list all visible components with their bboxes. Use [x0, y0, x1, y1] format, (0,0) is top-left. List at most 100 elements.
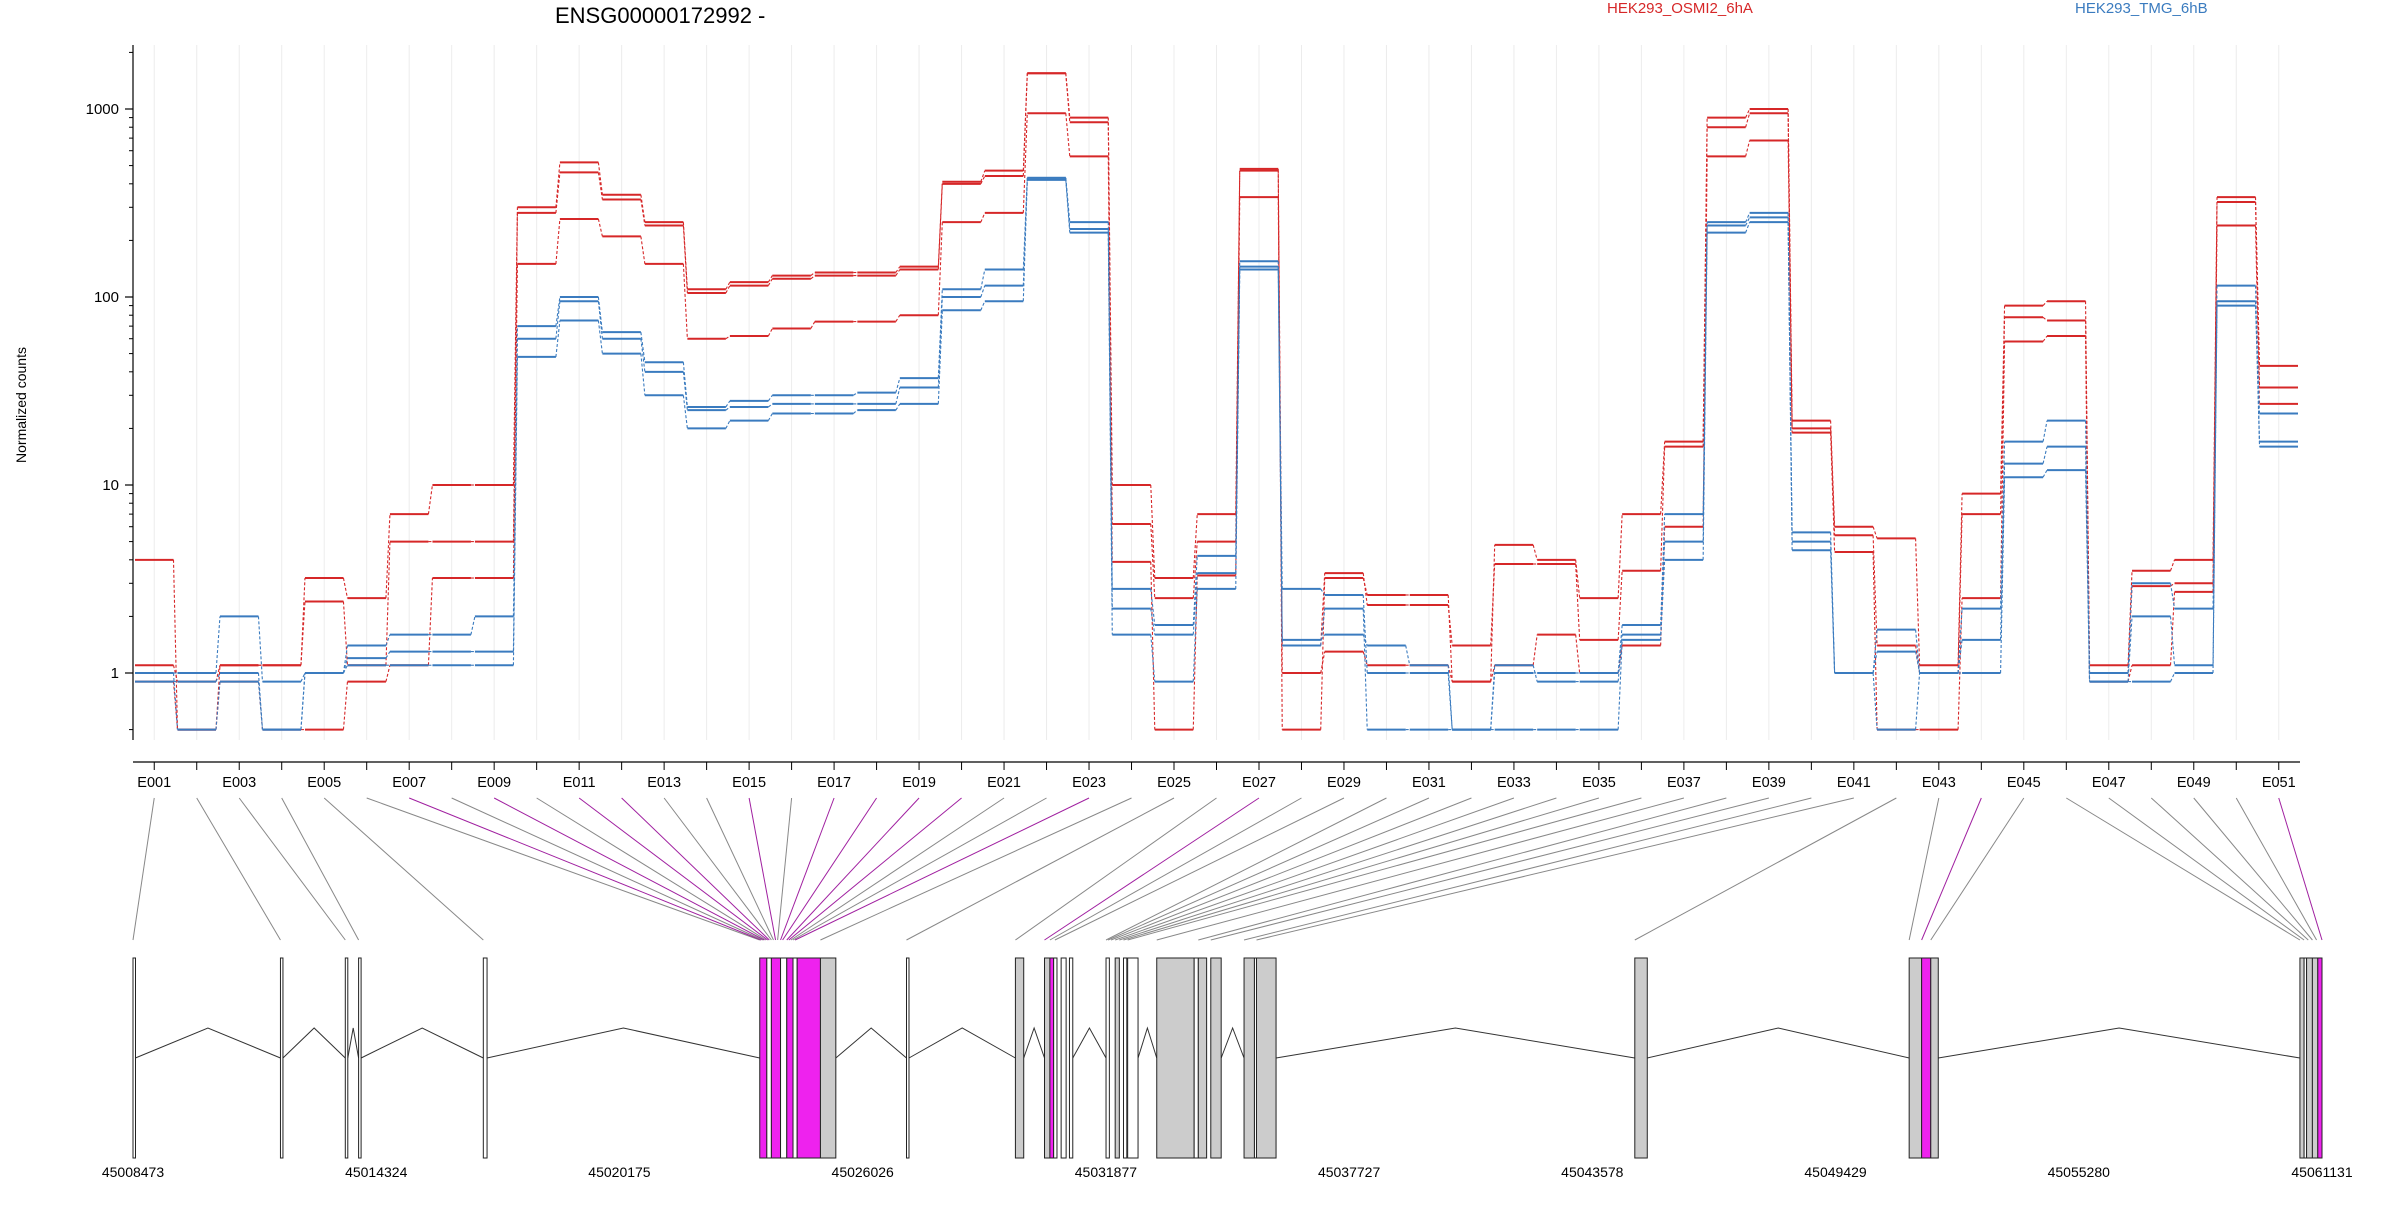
series-connector: [767, 328, 773, 337]
exon-box: [2299, 957, 2305, 1159]
series-connector: [555, 218, 561, 264]
genomic-tick-label: 45026026: [832, 1164, 895, 1180]
exon-connector: [663, 797, 772, 941]
series-connector: [852, 409, 858, 414]
series-connector: [640, 338, 646, 372]
series-connector: [470, 616, 476, 635]
x-tick-label: E005: [307, 775, 341, 791]
genomic-tick-label: 45020175: [588, 1164, 651, 1180]
series-connector: [385, 514, 391, 599]
x-tick-label: E013: [647, 775, 681, 791]
genomic-tick-label: 45049429: [1804, 1164, 1867, 1180]
x-tick-label: E041: [1837, 775, 1871, 791]
series-connector: [895, 378, 901, 393]
genomic-tick-label: 45037727: [1318, 1164, 1381, 1180]
series-connector: [2084, 470, 2091, 682]
exon-box: [1049, 957, 1055, 1159]
exon-connector: [2108, 797, 2305, 941]
series-connector: [257, 681, 264, 730]
exon-box: [1210, 957, 1222, 1159]
exon-connector: [1107, 797, 1430, 941]
series-connector: [1957, 598, 1963, 730]
exon-connector: [493, 797, 765, 941]
series-connector: [725, 400, 731, 408]
series-connector: [725, 335, 731, 340]
exon-box: [1053, 957, 1058, 1159]
exon-connector: [238, 797, 346, 941]
series-connector: [1617, 634, 1623, 682]
exon-connector: [906, 797, 1175, 941]
exon-box: [1122, 957, 1128, 1159]
series-connector: [385, 541, 391, 666]
exon-connector: [2193, 797, 2313, 941]
series-connector: [1957, 639, 1963, 674]
exon-connector: [621, 797, 770, 941]
series-connector: [1872, 672, 1878, 730]
series-connector: [1320, 651, 1326, 674]
series-connector: [215, 616, 221, 674]
series-connector: [725, 285, 731, 294]
exon-connector: [536, 797, 767, 941]
x-tick-label: E019: [902, 775, 936, 791]
intron: [282, 1027, 346, 1059]
exon-connector: [790, 797, 1005, 941]
series-connector: [1150, 588, 1156, 626]
series-connector: [2000, 477, 2006, 674]
exon-box: [905, 957, 910, 1159]
exon-connector: [786, 797, 920, 941]
series-connector: [597, 320, 603, 354]
series-connector: [1660, 559, 1666, 640]
series-connector: [1447, 594, 1453, 682]
series-connector: [767, 394, 773, 402]
x-tick-label: E035: [1582, 775, 1616, 791]
y-axis-label: Normalized counts: [13, 347, 29, 463]
series-connector: [1575, 634, 1581, 674]
series-connector: [810, 275, 816, 280]
series-connector: [1490, 665, 1496, 730]
exon-connector: [1015, 797, 1217, 941]
series-connector: [555, 172, 561, 213]
series-connector: [640, 199, 646, 226]
series-connector: [1957, 608, 1963, 674]
x-tick-label: E021: [987, 775, 1021, 791]
series-connector: [2212, 305, 2218, 674]
series-connector: [385, 651, 391, 659]
series-connector: [1022, 177, 1028, 286]
x-tick-label: E003: [222, 775, 256, 791]
series-connector: [1872, 629, 1878, 674]
series-connector: [597, 172, 603, 200]
exon-box: [1930, 957, 1939, 1159]
exon-connector: [451, 797, 763, 941]
series-connector: [2042, 446, 2048, 464]
series-connector: [2254, 305, 2261, 414]
series-connector: [1065, 73, 1071, 123]
series-connector: [980, 300, 986, 311]
exon-connector: [1210, 797, 1769, 941]
series-connector: [342, 601, 348, 666]
exon-box: [1127, 957, 1139, 1159]
exon-connector: [1921, 797, 1982, 941]
x-tick-label: E009: [477, 775, 511, 791]
series-connector: [1235, 197, 1241, 576]
exon-box: [1044, 957, 1051, 1159]
series-connector: [1490, 544, 1496, 682]
series-connector: [1830, 550, 1836, 674]
series-connector: [2212, 301, 2218, 666]
series-connector: [385, 634, 391, 646]
series-connector: [1915, 538, 1921, 666]
series-connector: [980, 212, 986, 223]
series-connector: [1872, 651, 1878, 674]
series-connector: [1745, 140, 1751, 157]
x-tick-label: E029: [1327, 775, 1361, 791]
x-tick-label: E027: [1242, 775, 1276, 791]
series-connector: [597, 162, 603, 195]
exon-connector: [782, 797, 877, 941]
y-tick-label: 1: [111, 665, 119, 682]
exon-connector: [196, 797, 281, 941]
series-connector: [1915, 672, 1921, 730]
exon-box: [1156, 957, 1195, 1159]
series-connector: [1872, 526, 1878, 539]
series-connector: [555, 162, 561, 208]
series-connector: [767, 275, 773, 283]
series-connector: [980, 285, 986, 298]
